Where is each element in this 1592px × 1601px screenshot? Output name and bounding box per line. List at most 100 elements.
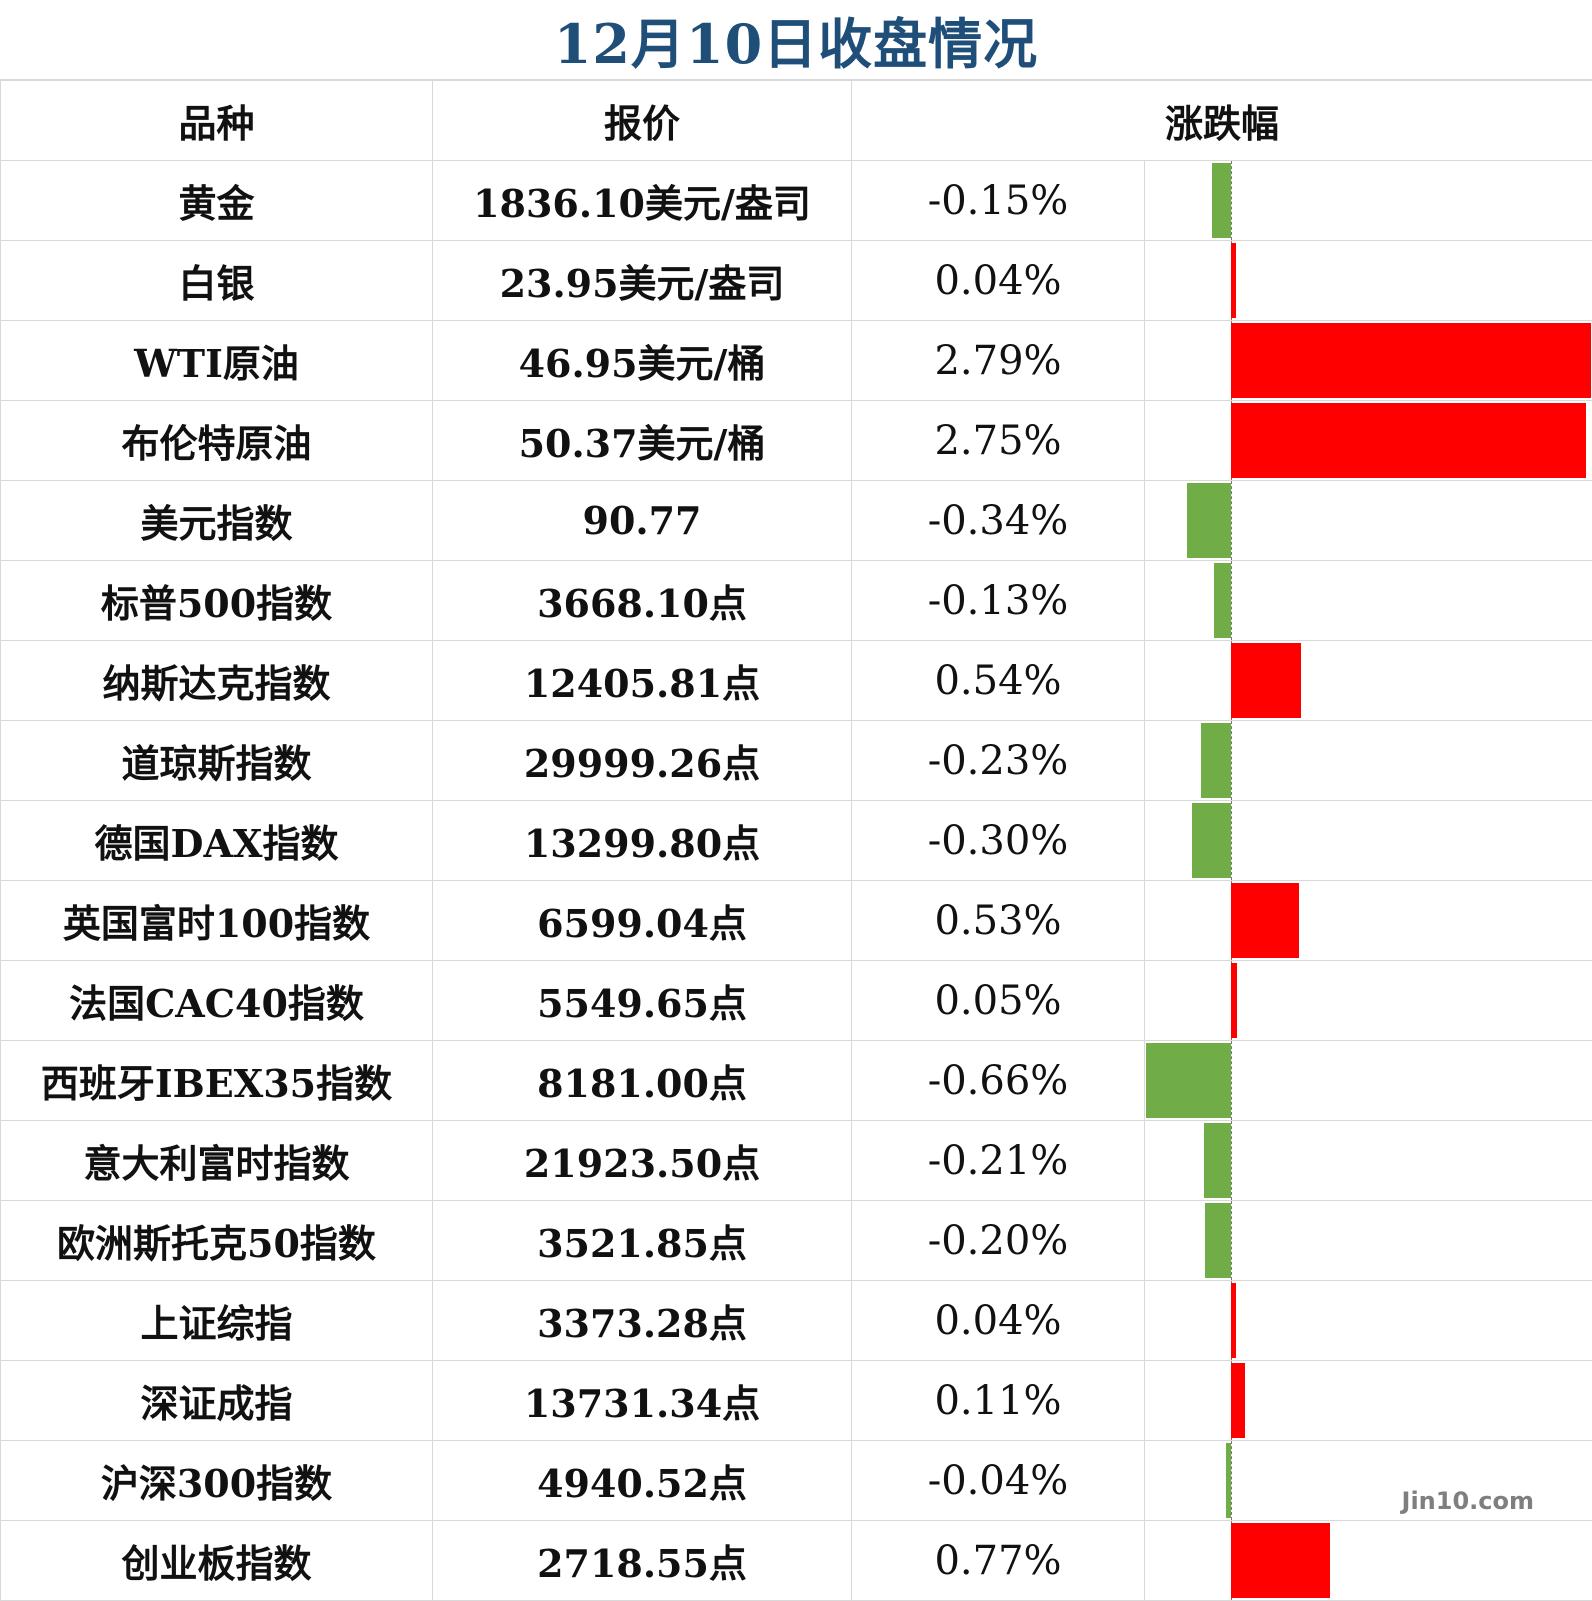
change-cell: -0.04% [851, 1440, 1145, 1521]
table-row: 上证综指 3373.28点 0.04% [0, 1280, 1592, 1361]
table-row: 深证成指 13731.34点 0.11% [0, 1360, 1592, 1441]
change-bar-up [1231, 963, 1238, 1038]
price-cell: 23.95美元/盎司 [432, 240, 852, 321]
change-cell: 0.53% [851, 880, 1145, 961]
change-bar-up [1231, 1523, 1331, 1598]
table-row: 欧洲斯托克50指数 3521.85点 -0.20% [0, 1200, 1592, 1281]
change-bar-up [1231, 1283, 1237, 1358]
change-bar-down [1192, 803, 1231, 878]
price-cell: 13299.80点 [432, 800, 852, 881]
change-bar-down [1187, 483, 1231, 558]
table-row: WTI原油 46.95美元/桶 2.79% [0, 320, 1592, 401]
change-bar-up [1231, 323, 1591, 398]
change-cell: -0.66% [851, 1040, 1145, 1121]
variety-cell: 道琼斯指数 [0, 720, 433, 801]
variety-cell: 美元指数 [0, 480, 433, 561]
change-bar-up [1231, 1363, 1246, 1438]
change-bar-cell [1143, 240, 1592, 321]
change-bar-up [1231, 403, 1586, 478]
change-bar-cell [1143, 1440, 1592, 1521]
price-cell: 6599.04点 [432, 880, 852, 961]
change-bar-cell [1143, 320, 1592, 401]
change-bar-cell [1143, 1280, 1592, 1361]
table-row: 德国DAX指数 13299.80点 -0.30% [0, 800, 1592, 881]
change-cell: -0.20% [851, 1200, 1145, 1281]
change-bar-down [1225, 1443, 1231, 1518]
variety-cell: 白银 [0, 240, 433, 321]
header-row: 品种 报价 涨跌幅 [0, 80, 1592, 161]
zero-axis-line [1231, 561, 1232, 640]
table-row: 英国富时100指数 6599.04点 0.53% [0, 880, 1592, 961]
change-bar-cell [1143, 880, 1592, 961]
zero-axis-line [1231, 721, 1232, 800]
change-bar-up [1231, 643, 1301, 718]
variety-cell: WTI原油 [0, 320, 433, 401]
zero-axis-line [1231, 1121, 1232, 1200]
price-cell: 50.37美元/桶 [432, 400, 852, 481]
price-cell: 1836.10美元/盎司 [432, 160, 852, 241]
price-cell: 13731.34点 [432, 1360, 852, 1441]
zero-axis-line [1231, 481, 1232, 560]
change-bar-cell [1143, 400, 1592, 481]
variety-cell: 纳斯达克指数 [0, 640, 433, 721]
table-row: 创业板指数 2718.55点 0.77% [0, 1520, 1592, 1601]
price-cell: 5549.65点 [432, 960, 852, 1041]
change-bar-down [1205, 1203, 1231, 1278]
price-cell: 8181.00点 [432, 1040, 852, 1121]
variety-cell: 布伦特原油 [0, 400, 433, 481]
price-cell: 4940.52点 [432, 1440, 852, 1521]
zero-axis-line [1231, 1201, 1232, 1280]
price-cell: 3373.28点 [432, 1280, 852, 1361]
table-row: 白银 23.95美元/盎司 0.04% [0, 240, 1592, 321]
table-row: 布伦特原油 50.37美元/桶 2.75% [0, 400, 1592, 481]
price-cell: 46.95美元/桶 [432, 320, 852, 401]
change-bar-down [1214, 563, 1231, 638]
change-cell: -0.34% [851, 480, 1145, 561]
change-cell: -0.30% [851, 800, 1145, 881]
table-row: 法国CAC40指数 5549.65点 0.05% [0, 960, 1592, 1041]
variety-cell: 西班牙IBEX35指数 [0, 1040, 433, 1121]
change-bar-cell [1143, 1520, 1592, 1601]
zero-axis-line [1231, 801, 1232, 880]
zero-axis-line [1231, 161, 1232, 240]
table-body: 黄金 1836.10美元/盎司 -0.15% 白银 23.95美元/盎司 0.04% WTI… [0, 160, 1592, 1601]
variety-cell: 欧洲斯托克50指数 [0, 1200, 433, 1281]
change-cell: 0.77% [851, 1520, 1145, 1601]
table-row: 西班牙IBEX35指数 8181.00点 -0.66% [0, 1040, 1592, 1121]
change-bar-up [1231, 243, 1237, 318]
change-bar-cell [1143, 800, 1592, 881]
variety-cell: 德国DAX指数 [0, 800, 433, 881]
change-cell: -0.23% [851, 720, 1145, 801]
variety-cell: 意大利富时指数 [0, 1120, 433, 1201]
change-bar-cell [1143, 560, 1592, 641]
change-bar-cell [1143, 480, 1592, 561]
change-bar-cell [1143, 960, 1592, 1041]
table-row: 黄金 1836.10美元/盎司 -0.15% [0, 160, 1592, 241]
change-bar-cell [1143, 1360, 1592, 1441]
variety-cell: 黄金 [0, 160, 433, 241]
table-row: 意大利富时指数 21923.50点 -0.21% [0, 1120, 1592, 1201]
watermark: Jin10.com [1401, 1487, 1534, 1515]
table-row: 美元指数 90.77 -0.34% [0, 480, 1592, 561]
variety-cell: 法国CAC40指数 [0, 960, 433, 1041]
table-row: 标普500指数 3668.10点 -0.13% [0, 560, 1592, 641]
change-cell: 0.11% [851, 1360, 1145, 1441]
market-close-table: 品种 报价 涨跌幅 黄金 1836.10美元/盎司 -0.15% 白银 23.95美元/… [0, 80, 1592, 1601]
page-title: 12月10日收盘情况 [553, 12, 1039, 76]
price-cell: 3521.85点 [432, 1200, 852, 1281]
zero-axis-line [1231, 1441, 1232, 1520]
variety-cell: 创业板指数 [0, 1520, 433, 1601]
variety-cell: 标普500指数 [0, 560, 433, 641]
change-cell: 0.04% [851, 1280, 1145, 1361]
price-cell: 3668.10点 [432, 560, 852, 641]
change-bar-cell [1143, 720, 1592, 801]
table-row: 沪深300指数 4940.52点 -0.04% [0, 1440, 1592, 1521]
header-price: 报价 [432, 80, 852, 161]
variety-cell: 英国富时100指数 [0, 880, 433, 961]
table-row: 道琼斯指数 29999.26点 -0.23% [0, 720, 1592, 801]
title-row: 12月10日收盘情况 [0, 0, 1592, 80]
change-bar-down [1203, 1123, 1231, 1198]
change-bar-cell [1143, 640, 1592, 721]
header-variety: 品种 [0, 80, 433, 161]
table-row: 纳斯达克指数 12405.81点 0.54% [0, 640, 1592, 721]
